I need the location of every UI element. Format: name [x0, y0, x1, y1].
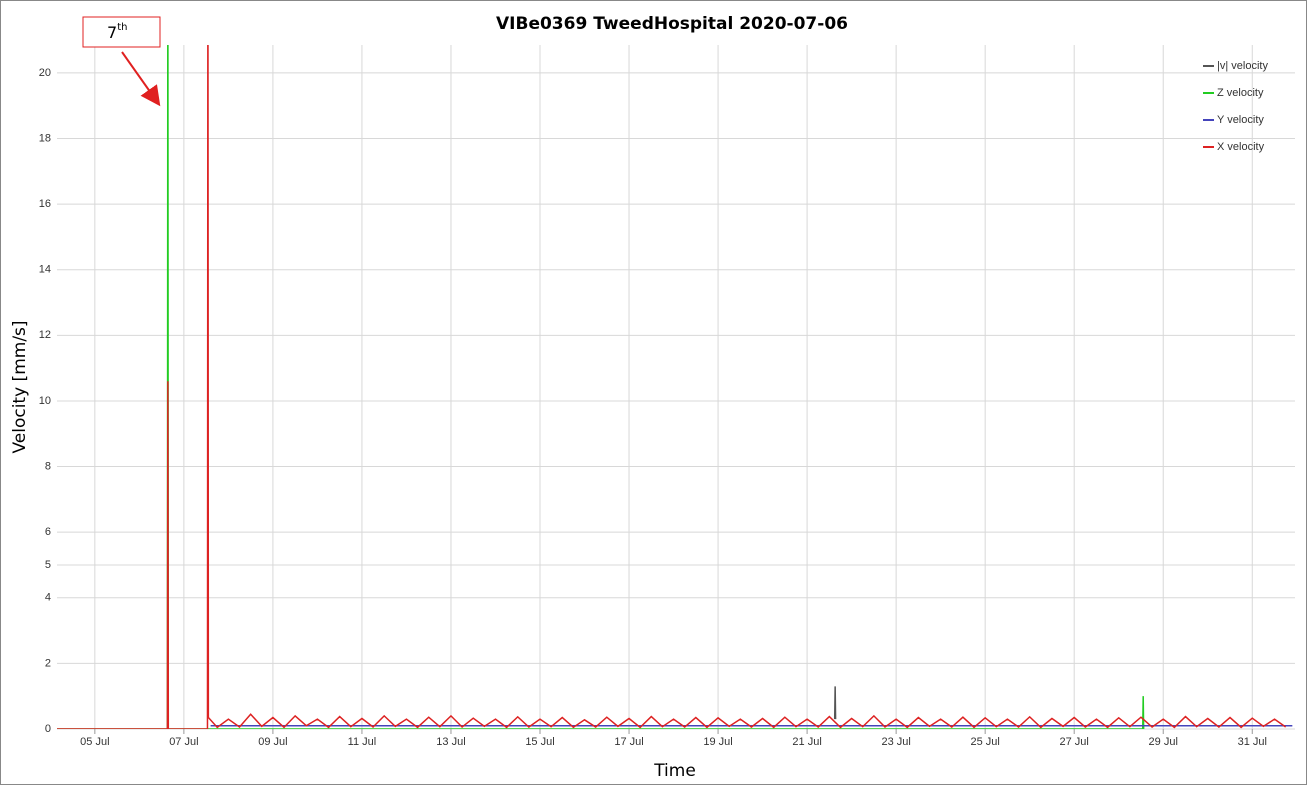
x-tick-label: 05 Jul: [80, 736, 109, 748]
x-tick-label: 09 Jul: [258, 736, 287, 748]
y-tick-label: 16: [39, 198, 51, 210]
x-tick-label: 17 Jul: [614, 736, 643, 748]
plot-lines: [57, 45, 1293, 729]
series-line: [57, 45, 1287, 729]
annotation: 7th: [107, 22, 127, 42]
x-tick-label: 19 Jul: [703, 736, 732, 748]
y-tick-label: 2: [45, 657, 51, 669]
y-tick-label: 10: [39, 395, 51, 407]
x-tick-label: 07 Jul: [169, 736, 198, 748]
x-tick-label: 21 Jul: [792, 736, 821, 748]
x-tick-label: 31 Jul: [1238, 736, 1267, 748]
y-tick-label: 4: [45, 592, 51, 604]
x-tick-label: 23 Jul: [881, 736, 910, 748]
y-tick-label: 8: [45, 460, 51, 472]
x-axis-label: Time: [653, 761, 696, 781]
y-tick-label: 14: [39, 264, 51, 276]
annotation-arrow: [121, 51, 161, 107]
x-tick-label: 11 Jul: [348, 736, 377, 748]
chart-title: VIBe0369 TweedHospital 2020-07-06: [496, 14, 848, 34]
series-line: [833, 686, 837, 720]
x-tick-label: 27 Jul: [1060, 736, 1089, 748]
y-axis-label: Velocity [mm/s]: [10, 320, 30, 453]
legend-label: |v| velocity: [1217, 60, 1268, 72]
x-tick-label: 13 Jul: [436, 736, 465, 748]
x-tick-label: 29 Jul: [1149, 736, 1178, 748]
series-line: [57, 45, 1145, 729]
x-tick-label: 25 Jul: [970, 736, 999, 748]
y-tick-label: 18: [39, 132, 51, 144]
grid: 0 2 4 5 6 8 10 12 14 16 18 20 05 Jul 07 Jul 09 Jul 11 J…: [39, 45, 1295, 748]
y-tick-label: 6: [45, 526, 51, 538]
legend: |v| velocity Z velocity Y velocity X veloci…: [1203, 60, 1268, 153]
y-tick-label: 12: [39, 329, 51, 341]
x-tick-label: 15 Jul: [525, 736, 554, 748]
annotation-box: [82, 16, 161, 48]
y-tick-label: 5: [45, 559, 51, 571]
legend-label: Z velocity: [1217, 87, 1264, 99]
legend-label: Y velocity: [1217, 114, 1264, 126]
y-tick-label: 20: [39, 67, 51, 79]
legend-label: X velocity: [1217, 141, 1265, 153]
y-tick-label: 0: [45, 723, 51, 735]
